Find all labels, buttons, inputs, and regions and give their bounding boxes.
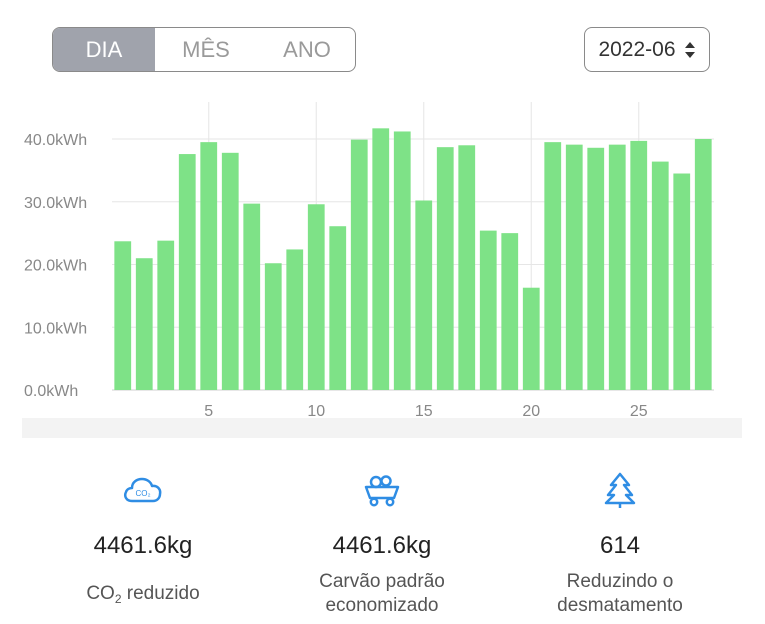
tab-month[interactable]: MÊS	[182, 36, 230, 62]
tab-day[interactable]: DIA	[53, 28, 155, 71]
bar-day-3	[157, 240, 175, 390]
bar-day-20	[522, 287, 540, 390]
bar-day-1	[114, 241, 132, 390]
bar-day-10	[307, 204, 325, 390]
bar-day-18	[479, 230, 497, 390]
tree-icon	[510, 470, 730, 510]
bar-day-2	[135, 258, 153, 390]
bar-day-11	[329, 226, 347, 390]
bar-day-8	[264, 263, 282, 390]
chart-footer-band	[22, 418, 742, 438]
bar-day-9	[286, 249, 304, 390]
y-tick-label: 0.0kWh	[24, 383, 78, 400]
coal-value: 4461.6kg	[332, 532, 432, 559]
bar-day-21	[544, 142, 562, 390]
y-tick-label: 10.0kWh	[24, 320, 87, 337]
coal-label: Carvão padrão economizado	[319, 571, 445, 616]
stat-tree: 614 Reduzindo o desmatamento	[510, 470, 730, 618]
bar-day-7	[243, 203, 261, 390]
x-tick-label: 20	[522, 403, 540, 420]
bar-day-22	[565, 144, 583, 390]
bar-day-28	[694, 139, 712, 390]
bar-day-26	[651, 161, 669, 390]
month-select-value: 2022-06	[598, 37, 676, 61]
y-tick-label: 20.0kWh	[24, 258, 87, 275]
stat-co2: CO₂ 4461.6kg CO2 reduzido	[33, 470, 253, 607]
tab-year[interactable]: ANO	[283, 36, 331, 62]
period-tabs: DIA MÊS ANO	[52, 27, 356, 72]
co2-cloud-icon: CO₂	[33, 470, 253, 510]
bar-day-17	[458, 145, 476, 390]
energy-chart: 0.0kWh 10.0kWh 20.0kWh 30.0kWh 40.0kWh 5 10 15 2…	[22, 92, 742, 438]
x-tick-label: 10	[307, 403, 325, 420]
bar-day-19	[501, 233, 519, 390]
stat-coal: 4461.6kg Carvão padrão economizado	[272, 470, 492, 618]
tree-value: 614	[599, 532, 641, 559]
bar-day-4	[178, 154, 196, 390]
bar-day-5	[200, 142, 218, 390]
co2-label: CO2 reduzido	[86, 583, 200, 606]
bar-day-12	[350, 139, 368, 390]
x-tick-label: 25	[630, 403, 648, 420]
month-select[interactable]: 2022-06	[584, 27, 710, 72]
bar-chart: 0.0kWh 10.0kWh 20.0kWh 30.0kWh 40.0kWh 5 10 15 2…	[24, 102, 714, 420]
y-tick-label: 30.0kWh	[24, 195, 87, 212]
x-tick-label: 5	[204, 403, 213, 420]
coal-cart-icon	[272, 470, 492, 510]
tree-label: Reduzindo o desmatamento	[557, 571, 683, 616]
x-tick-label: 15	[415, 403, 433, 420]
co2-value: 4461.6kg	[93, 532, 193, 559]
bar-day-14	[393, 131, 411, 390]
bar-day-24	[608, 144, 626, 390]
bar-day-6	[221, 152, 239, 390]
bar-day-27	[673, 173, 691, 390]
sort-arrows-icon	[684, 41, 696, 59]
bar-day-25	[630, 140, 648, 390]
bar-day-23	[587, 147, 605, 390]
bar-day-13	[372, 128, 390, 390]
svg-text:CO₂: CO₂	[135, 489, 150, 498]
y-tick-label: 40.0kWh	[24, 132, 87, 149]
bar-day-15	[415, 200, 433, 390]
bar-day-16	[436, 147, 454, 390]
